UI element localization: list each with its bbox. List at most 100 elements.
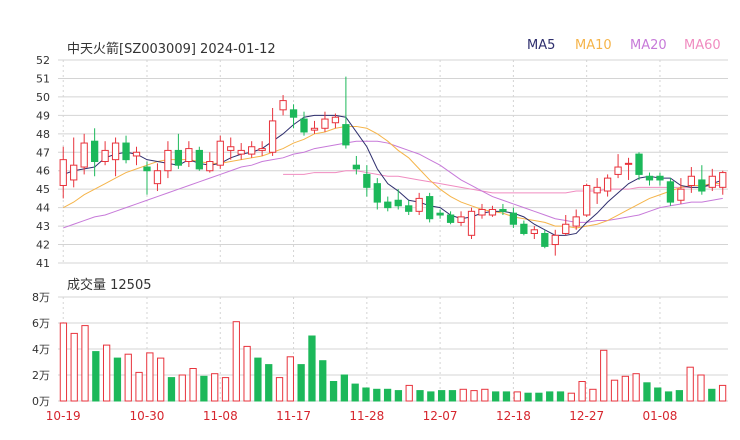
legend-ma5: MA5 bbox=[527, 38, 556, 53]
date-tick-label: 12-18 bbox=[496, 409, 531, 423]
volume-bar bbox=[675, 390, 684, 402]
candle-body bbox=[342, 124, 350, 146]
volume-bar bbox=[340, 374, 349, 402]
candle-body bbox=[279, 100, 287, 111]
volume-bar bbox=[686, 366, 694, 402]
volume-bar bbox=[319, 360, 327, 402]
candle-body bbox=[698, 179, 706, 192]
volume-bar bbox=[275, 377, 284, 402]
volume-bar bbox=[146, 352, 154, 402]
candle-body bbox=[530, 229, 538, 234]
volume-tick-label: 8万 bbox=[32, 291, 50, 304]
date-tick-label: 11-17 bbox=[276, 409, 311, 423]
candle-body bbox=[352, 164, 360, 170]
volume-bar bbox=[654, 387, 662, 402]
volume-bar bbox=[329, 381, 338, 402]
candle-body bbox=[520, 223, 528, 234]
volume-bar bbox=[200, 375, 208, 402]
date-tick-label: 10-19 bbox=[46, 409, 81, 423]
price-tick-label: 49 bbox=[36, 109, 50, 122]
candle-body bbox=[59, 159, 67, 186]
candle-body bbox=[331, 116, 340, 124]
date-tick-label: 11-28 bbox=[349, 409, 384, 423]
candle-body bbox=[185, 148, 193, 162]
volume-bar bbox=[416, 390, 424, 402]
price-tick-label: 43 bbox=[36, 220, 50, 233]
candle-body bbox=[310, 127, 319, 131]
volume-bar bbox=[718, 384, 727, 402]
volume-bar bbox=[535, 392, 543, 402]
volume-bar bbox=[254, 357, 262, 402]
candle-body bbox=[248, 146, 256, 155]
ma5-line bbox=[63, 114, 723, 236]
volume-bar bbox=[437, 390, 446, 402]
volume-bar bbox=[113, 357, 122, 402]
volume-bar bbox=[481, 388, 489, 402]
candle-body bbox=[436, 212, 444, 216]
candle-body bbox=[467, 210, 476, 236]
volume-bar bbox=[578, 381, 586, 402]
date-tick-label: 12-27 bbox=[569, 409, 604, 423]
grid bbox=[58, 59, 728, 402]
volume-bar bbox=[383, 388, 392, 402]
axes: 41 42 43 44 45 46 47 48 49 50 51 52 0万 2万 4万 6万 8万 10-19 1… bbox=[32, 54, 677, 423]
legend-ma60: MA60 bbox=[684, 38, 721, 53]
candle-body bbox=[289, 109, 298, 118]
volume-bar bbox=[286, 356, 294, 402]
candle-body bbox=[624, 162, 633, 165]
volume-bar bbox=[243, 345, 251, 402]
candle-body bbox=[499, 208, 507, 212]
legend-ma10: MA10 bbox=[575, 38, 612, 53]
candle-body bbox=[373, 183, 381, 203]
candle-body bbox=[321, 118, 329, 129]
candle-body bbox=[91, 140, 99, 162]
candle-body bbox=[70, 164, 78, 181]
candle-body bbox=[111, 142, 120, 161]
candle-body bbox=[541, 232, 549, 247]
ma20-line bbox=[63, 140, 723, 229]
volume-bar bbox=[708, 388, 716, 402]
volume-tick-label: 0万 bbox=[32, 395, 50, 408]
volume-bar bbox=[59, 322, 68, 402]
candle-body bbox=[677, 188, 685, 201]
candle-body bbox=[206, 161, 214, 172]
price-tick-label: 50 bbox=[36, 91, 50, 104]
volume-bar bbox=[124, 353, 132, 402]
volume-bar bbox=[351, 383, 359, 402]
moving-averages bbox=[62, 114, 723, 236]
volume-bar bbox=[92, 351, 100, 402]
volume-bar bbox=[405, 384, 413, 402]
candle-body bbox=[446, 214, 455, 223]
volume-bar bbox=[556, 391, 565, 402]
candles bbox=[59, 76, 727, 256]
volume-bar bbox=[221, 377, 230, 402]
candle-body bbox=[384, 201, 392, 209]
price-tick-label: 52 bbox=[36, 54, 50, 67]
volume-tick-label: 2万 bbox=[32, 369, 50, 382]
candle-body bbox=[478, 208, 486, 216]
volume-bar bbox=[567, 392, 575, 402]
volume-bar bbox=[135, 371, 143, 402]
volume-bar bbox=[297, 364, 305, 402]
volume-bar bbox=[524, 392, 532, 402]
candle-body bbox=[603, 177, 612, 192]
candle-body bbox=[216, 140, 224, 166]
candle-body bbox=[300, 118, 308, 133]
volume-bar bbox=[265, 364, 273, 402]
candle-body bbox=[635, 153, 643, 175]
ma10-line bbox=[62, 125, 723, 229]
candle-body bbox=[708, 175, 716, 188]
date-tick-label: 12-07 bbox=[423, 409, 458, 423]
candle-body bbox=[583, 184, 591, 216]
volume-bar bbox=[232, 321, 240, 402]
volume-bar bbox=[502, 391, 511, 402]
volume-bar bbox=[697, 374, 705, 402]
candle-body bbox=[593, 186, 601, 194]
volume-bar bbox=[373, 388, 381, 402]
volume-bar bbox=[600, 349, 608, 402]
candle-body bbox=[101, 149, 109, 163]
candle-body bbox=[656, 175, 664, 181]
candle-body bbox=[719, 172, 727, 188]
